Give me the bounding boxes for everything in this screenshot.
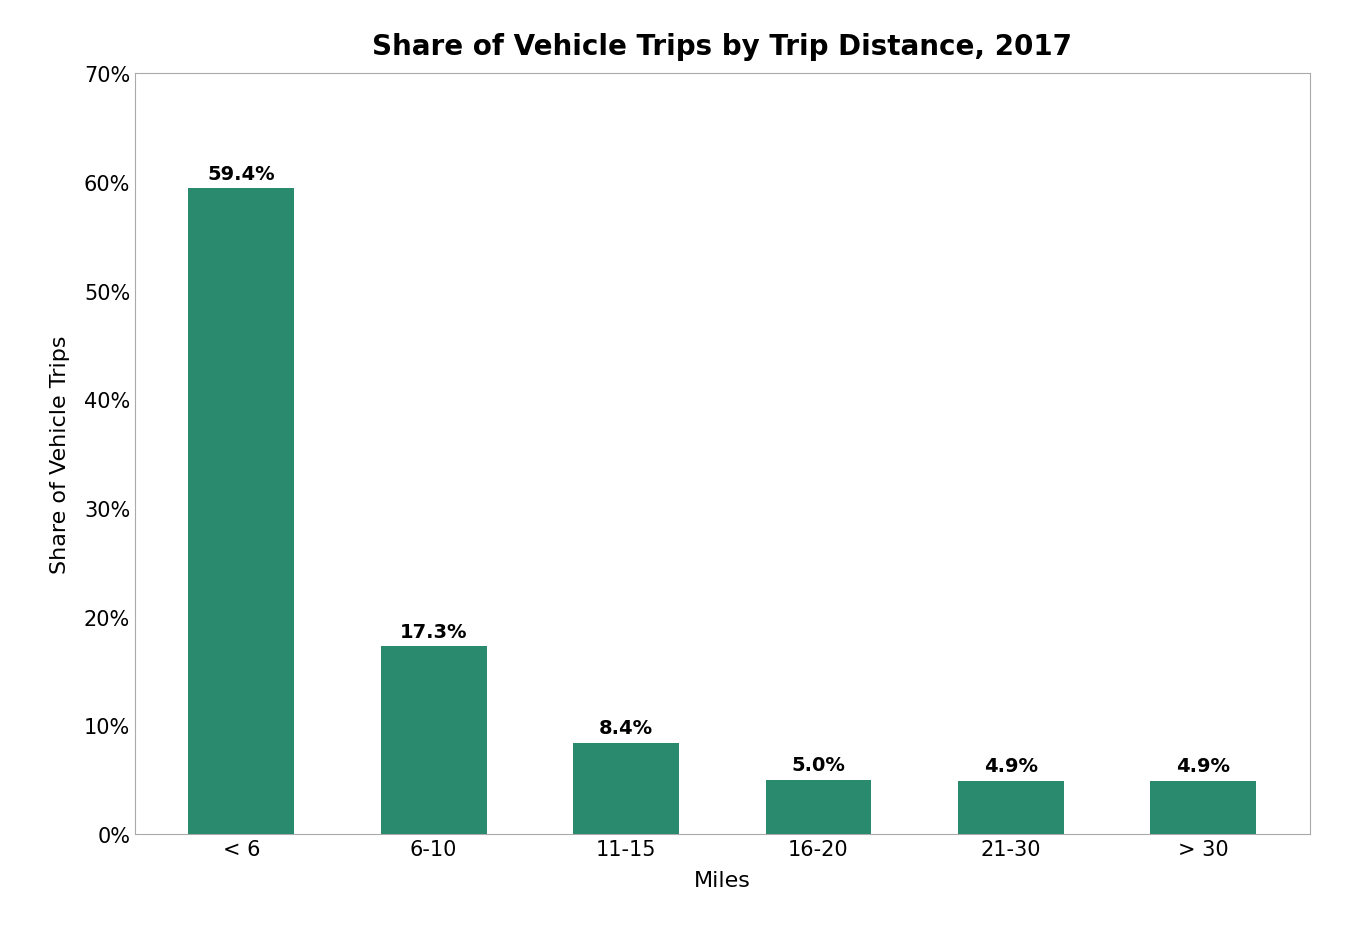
Title: Share of Vehicle Trips by Trip Distance, 2017: Share of Vehicle Trips by Trip Distance,…	[373, 32, 1072, 61]
Bar	[1150, 781, 1256, 834]
Bar	[381, 646, 486, 834]
Text: 4.9%: 4.9%	[1176, 756, 1230, 776]
X-axis label: Miles: Miles	[694, 870, 751, 890]
Y-axis label: Share of Vehicle Trips: Share of Vehicle Trips	[50, 335, 70, 574]
Text: 8.4%: 8.4%	[599, 718, 653, 738]
Bar	[574, 743, 679, 834]
Bar	[958, 781, 1064, 834]
Bar	[189, 189, 294, 834]
Text: 59.4%: 59.4%	[208, 165, 275, 184]
Text: 4.9%: 4.9%	[984, 756, 1038, 776]
Text: 5.0%: 5.0%	[791, 756, 845, 775]
Bar	[765, 780, 871, 834]
Text: 17.3%: 17.3%	[400, 622, 467, 641]
